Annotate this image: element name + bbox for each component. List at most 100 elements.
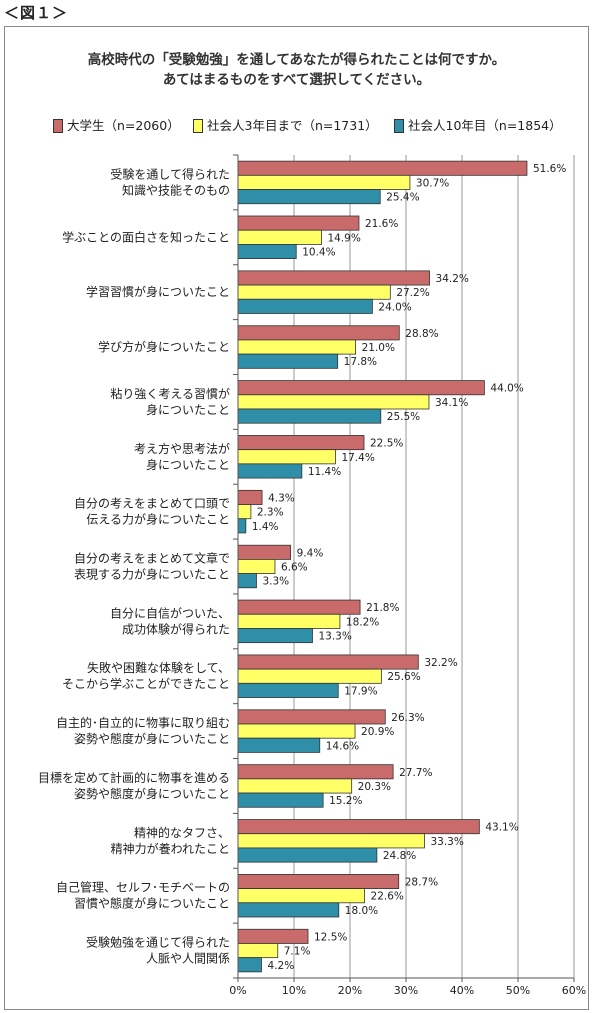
category-label: 精神的なタフさ、 bbox=[134, 825, 230, 840]
bar bbox=[237, 682, 339, 698]
bar bbox=[237, 408, 382, 424]
bar bbox=[237, 599, 361, 615]
data-label: 51.6% bbox=[533, 163, 566, 175]
category-label: 精神力が養われたこと bbox=[111, 841, 230, 856]
category-label: 考え方や思考法が bbox=[134, 441, 230, 456]
category-label: 知識や技能そのもの bbox=[122, 183, 230, 197]
data-label: 32.2% bbox=[424, 657, 457, 669]
category-label: 姿勢や態度が身についたこと bbox=[74, 786, 230, 801]
data-label: 18.2% bbox=[346, 616, 379, 628]
x-tick-label: 20% bbox=[338, 984, 362, 997]
legend-item-university: 大学生（n=2060） bbox=[53, 118, 180, 134]
category-label: 受験を通して得られた bbox=[110, 166, 230, 181]
category-label: 姿勢や態度が身についたこと bbox=[74, 731, 230, 746]
bar bbox=[237, 229, 322, 245]
category-label: 学ぶことの面白さを知ったこと bbox=[62, 229, 230, 244]
data-label: 7.1% bbox=[284, 946, 311, 958]
bar bbox=[237, 819, 480, 835]
bar bbox=[237, 325, 400, 341]
bar bbox=[237, 559, 276, 575]
data-label: 27.7% bbox=[399, 767, 432, 779]
data-label: 17.9% bbox=[344, 685, 377, 697]
category-label: 自分に自信がついた、 bbox=[110, 605, 230, 620]
bar bbox=[237, 709, 386, 725]
chart-frame bbox=[4, 26, 589, 1010]
bar bbox=[237, 353, 339, 369]
x-tick-label: 50% bbox=[506, 984, 530, 997]
data-label: 15.2% bbox=[329, 795, 362, 807]
data-label: 43.1% bbox=[485, 822, 518, 834]
bar bbox=[237, 628, 313, 644]
figure-label: ＜図１＞ bbox=[4, 4, 69, 22]
category-label: そこから学ぶことができたこと bbox=[62, 676, 230, 691]
bar bbox=[237, 298, 373, 314]
bar bbox=[237, 160, 528, 176]
category-label: 失敗や困難な体験をして、 bbox=[87, 660, 230, 675]
bar bbox=[237, 284, 391, 300]
bar bbox=[237, 518, 247, 534]
data-label: 20.9% bbox=[361, 726, 394, 738]
bar bbox=[237, 902, 340, 918]
legend-label-worker-3yr: 社会人3年目まで（n=1731） bbox=[207, 118, 378, 133]
bar bbox=[237, 737, 321, 753]
category-label: 受験勉強を通じて得られた bbox=[86, 935, 230, 950]
category-label: 身についたこと bbox=[146, 457, 230, 472]
bar bbox=[237, 489, 263, 505]
category-label: 習慣や態度が身についたこと bbox=[74, 896, 230, 911]
bar bbox=[237, 215, 360, 231]
bar bbox=[237, 792, 324, 808]
data-label: 33.3% bbox=[430, 836, 463, 848]
bar bbox=[237, 270, 430, 286]
bar bbox=[237, 943, 279, 959]
bar bbox=[237, 957, 262, 973]
data-label: 24.8% bbox=[383, 850, 416, 862]
bar bbox=[237, 504, 252, 520]
bar bbox=[237, 874, 400, 890]
data-label: 25.6% bbox=[387, 671, 420, 683]
x-tick-label: 40% bbox=[450, 984, 474, 997]
bar bbox=[237, 449, 336, 465]
data-label: 28.7% bbox=[405, 877, 438, 889]
category-label: 自分の考えをまとめて口頭で bbox=[74, 497, 230, 511]
bar bbox=[237, 573, 257, 589]
bar bbox=[237, 544, 292, 560]
bar bbox=[237, 613, 341, 629]
data-label: 34.1% bbox=[435, 397, 468, 409]
data-label: 6.6% bbox=[281, 562, 308, 574]
category-label: 目標を定めて計画的に物事を進める bbox=[38, 770, 230, 785]
x-tick-label: 30% bbox=[394, 984, 418, 997]
category-label: 粘り強く考える習慣が bbox=[110, 386, 230, 401]
bar bbox=[237, 654, 419, 670]
bar bbox=[237, 778, 353, 794]
bar bbox=[237, 243, 297, 259]
data-label: 27.2% bbox=[396, 287, 429, 299]
bar bbox=[237, 723, 356, 739]
data-label: 9.4% bbox=[297, 547, 324, 559]
data-label: 22.5% bbox=[370, 438, 403, 450]
bar bbox=[237, 928, 309, 944]
bar bbox=[237, 339, 356, 355]
category-label: 身についたこと bbox=[146, 402, 230, 417]
data-label: 25.5% bbox=[387, 411, 420, 423]
category-label: 自主的･自立的に物事に取り組む bbox=[56, 715, 230, 730]
category-label: 自分の考えをまとめて文章で bbox=[74, 551, 230, 566]
data-label: 12.5% bbox=[314, 931, 347, 943]
data-label: 4.3% bbox=[268, 492, 295, 504]
data-label: 25.4% bbox=[386, 192, 419, 204]
data-label: 17.8% bbox=[344, 356, 377, 368]
data-label: 11.4% bbox=[308, 466, 341, 478]
x-tick-label: 0% bbox=[229, 984, 246, 997]
data-label: 21.6% bbox=[365, 218, 398, 230]
chart-title-line-2: あてはまるものをすべて選択してください。 bbox=[162, 72, 431, 88]
bar bbox=[237, 463, 303, 479]
bar bbox=[237, 888, 365, 904]
category-label: 成功体験が得られた bbox=[122, 621, 230, 636]
data-label: 21.0% bbox=[362, 342, 395, 354]
bar bbox=[237, 380, 485, 396]
data-label: 10.4% bbox=[302, 247, 335, 259]
data-label: 34.2% bbox=[436, 273, 469, 285]
data-label: 14.9% bbox=[327, 232, 360, 244]
category-label: 伝える力が身についたこと bbox=[86, 512, 230, 527]
data-label: 2.3% bbox=[257, 507, 284, 519]
